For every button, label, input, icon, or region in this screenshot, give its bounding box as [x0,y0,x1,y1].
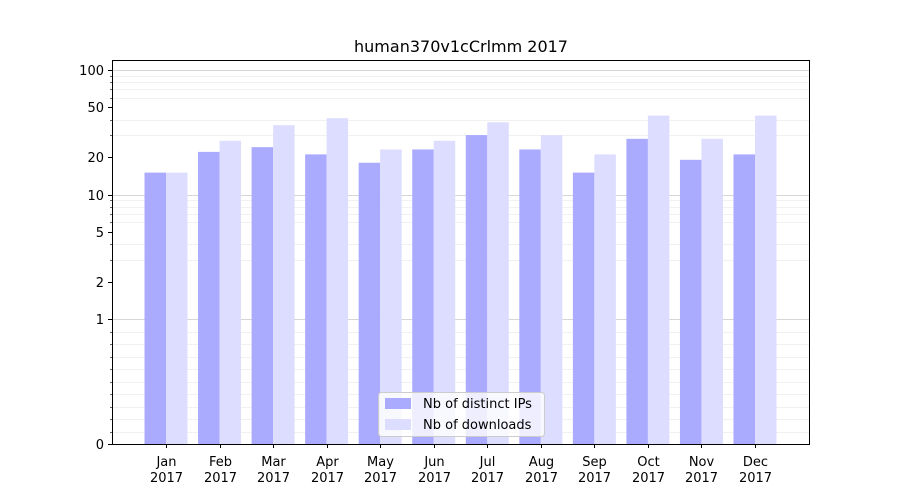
bar-distinct-ips [305,154,327,444]
y-tick-label: 50 [87,101,104,116]
x-tick-label-month: Oct [637,455,659,470]
legend-swatch-downloads [385,419,411,430]
bar-distinct-ips [358,162,381,444]
x-tick-label-month: Apr [316,455,339,470]
bar-downloads [433,140,456,444]
bar-downloads [273,125,295,445]
x-tick-label-year: 2017 [204,471,237,486]
bar-distinct-ips [679,159,702,444]
y-tick-label: 0 [96,438,104,453]
bar-downloads [166,172,188,444]
x-tick-label-month: May [367,455,394,470]
x-tick-label-year: 2017 [685,471,718,486]
y-tick-label: 20 [87,151,104,166]
y-tick-label: 2 [96,276,104,291]
bar-distinct-ips [465,135,488,445]
bar-distinct-ips [733,154,755,444]
legend-label-downloads: Nb of downloads [423,418,532,433]
bar-downloads [380,149,402,444]
x-tick-label-year: 2017 [364,471,397,486]
bar-distinct-ips [572,172,595,444]
legend-label-distinct-ips: Nb of distinct IPs [423,397,532,412]
bars [144,115,777,445]
bar-distinct-ips [412,149,434,444]
bar-distinct-ips [626,138,648,444]
bar-downloads [755,115,777,444]
bar-distinct-ips [144,172,166,444]
x-tick-label-year: 2017 [471,471,504,486]
x-tick-label-year: 2017 [311,471,344,486]
x-tick-label-month: Jun [423,455,444,470]
x-tick-label-year: 2017 [418,471,451,486]
bar-downloads [219,140,242,444]
x-tick-label-year: 2017 [150,471,183,486]
bar-distinct-ips [519,149,541,444]
y-tick-label: 1 [96,313,104,328]
x-tick-label-month: Aug [529,455,554,470]
plot-frame [112,60,810,445]
bar-distinct-ips [198,151,220,444]
y-axis: 0 1 2 5 10 20 50 100 [79,64,112,453]
y-tick-label: 100 [79,64,104,79]
y-tick-label: 10 [87,189,104,204]
bar-downloads [487,122,509,445]
legend-swatch-distinct-ips [385,398,411,409]
x-tick-label-month: Dec [743,455,768,470]
bar-downloads [594,154,616,444]
x-tick-label-year: 2017 [257,471,290,486]
bar-distinct-ips [251,147,274,444]
legend: Nb of distinct IPs Nb of downloads [378,392,545,437]
chart-title: human370v1cCrlmm 2017 [354,37,568,56]
x-tick-label-year: 2017 [525,471,558,486]
x-tick-label-year: 2017 [578,471,611,486]
x-tick-label-month: Jul [479,455,496,470]
x-tick-label-month: Nov [689,455,715,470]
x-tick-label-year: 2017 [632,471,665,486]
y-tick-label: 5 [96,226,104,241]
legend-box [378,392,545,437]
bar-downloads [540,135,563,445]
x-tick-label-month: Jan [155,455,176,470]
x-tick-label-month: Sep [582,455,607,470]
bar-downloads [326,118,349,445]
x-tick-label-year: 2017 [739,471,772,486]
bar-downloads [647,115,670,444]
x-tick-label-month: Mar [261,455,286,470]
x-axis: Jan2017Feb2017Mar2017Apr2017May2017Jun20… [150,444,772,486]
x-tick-label-month: Feb [209,455,232,470]
bar-downloads [701,138,723,444]
